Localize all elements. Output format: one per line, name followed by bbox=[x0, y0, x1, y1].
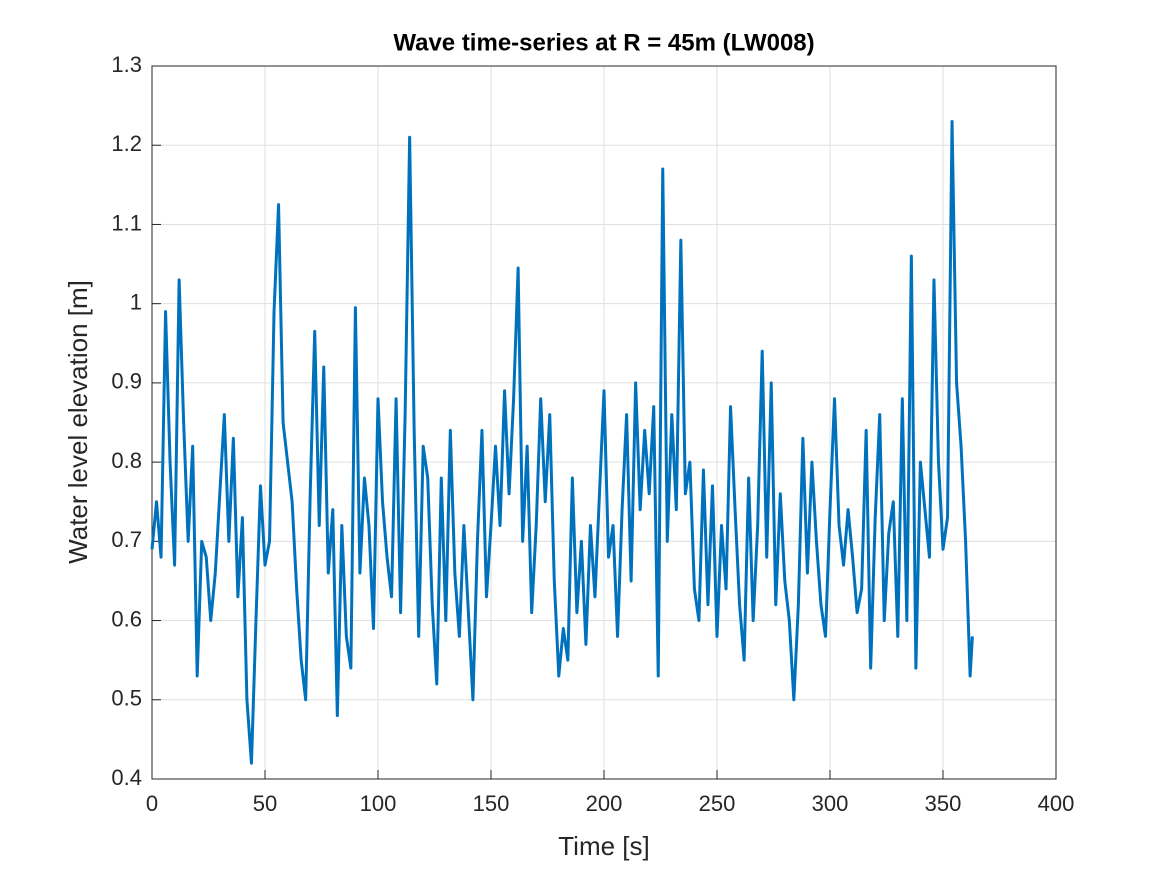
x-tick-label: 0 bbox=[146, 791, 158, 816]
data-line bbox=[150, 119, 974, 765]
y-tick-label: 0.5 bbox=[111, 686, 142, 711]
x-tick-label: 100 bbox=[360, 791, 397, 816]
y-tick-label: 0.7 bbox=[111, 527, 142, 552]
x-tick-label: 50 bbox=[253, 791, 277, 816]
x-tick-label: 150 bbox=[473, 791, 510, 816]
y-tick-label: 0.6 bbox=[111, 606, 142, 631]
y-tick-label: 1 bbox=[130, 289, 142, 314]
y-tick-label: 0.8 bbox=[111, 448, 142, 473]
x-tick-label: 200 bbox=[586, 791, 623, 816]
y-axis-label: Water level elevation [m] bbox=[63, 280, 93, 564]
x-tick-label: 400 bbox=[1038, 791, 1075, 816]
y-tick-label: 1.3 bbox=[111, 52, 142, 77]
x-axis-label: Time [s] bbox=[558, 831, 649, 861]
x-tick-label: 250 bbox=[699, 791, 736, 816]
y-tick-label: 1.2 bbox=[111, 131, 142, 156]
y-tick-label: 1.1 bbox=[111, 210, 142, 235]
x-tick-label: 350 bbox=[925, 791, 962, 816]
chart-title: Wave time-series at R = 45m (LW008) bbox=[393, 29, 814, 56]
y-tick-label: 0.4 bbox=[111, 765, 142, 790]
y-tick-label: 0.9 bbox=[111, 369, 142, 394]
x-tick-label: 300 bbox=[812, 791, 849, 816]
axes-box bbox=[151, 65, 1057, 780]
